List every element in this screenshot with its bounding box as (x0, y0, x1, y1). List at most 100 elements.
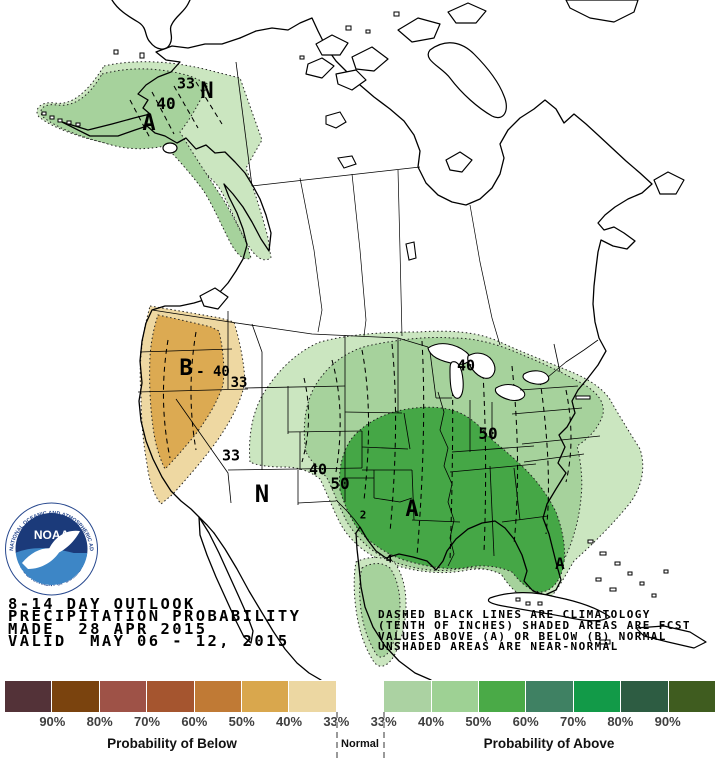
mississippi-river (437, 391, 455, 567)
east-arctic-atlantic-gulf-coast (239, 17, 653, 680)
map-annotation: 40 (308, 460, 328, 479)
jamaica (599, 639, 611, 645)
legend-cell (242, 681, 290, 712)
baffin-island (427, 42, 507, 119)
legend-boundary-label: 60% (512, 714, 539, 729)
noaa-logo: NATIONAL OCEANIC AND ATMOSPHERIC ADMINIS… (4, 501, 98, 596)
coastlines (61, 0, 653, 680)
north-america-map (36, 0, 707, 680)
legend-cell (289, 681, 337, 712)
great-bear-lake (325, 111, 347, 129)
borders (137, 166, 601, 567)
legend-cell (99, 681, 148, 712)
legend-boundary-label: 90% (39, 714, 66, 729)
legend-cell (621, 681, 669, 712)
map-annotation: 40 (456, 356, 476, 375)
map-annotation: A (555, 554, 565, 573)
ellesmere-island (447, 2, 487, 24)
note-line: UNSHADED AREAS ARE NEAR-NORMAL (378, 640, 619, 654)
baja-peninsula (198, 516, 254, 644)
above-caption: Probability of Above (483, 736, 615, 751)
title-line: 8-14 DAY OUTLOOK (8, 595, 196, 613)
normal-left-dash (336, 712, 338, 758)
seagull-icon (22, 530, 80, 569)
legend-cell (336, 681, 385, 712)
map-annotation: B (179, 356, 193, 381)
legend-boundary-label: 60% (181, 714, 208, 729)
us-canada-border (151, 309, 429, 348)
region-alaska-40 (40, 68, 252, 260)
legend-color-bar (5, 681, 716, 712)
map-annotation: A (405, 497, 419, 522)
legend-boundary-label: 40% (275, 714, 303, 729)
lakes (325, 111, 550, 401)
legend-boundary-label: 90% (654, 714, 681, 729)
map-annotation: N (200, 79, 214, 104)
region-mexico-40 (359, 563, 401, 658)
legend-cell (147, 681, 195, 712)
west-coast (61, 37, 272, 534)
note-line: VALUES ABOVE (A) OR BELOW (B) NORMAL (378, 629, 667, 643)
logo-acronym: NOAA (34, 528, 70, 542)
legend-cell (384, 681, 432, 712)
greenland (565, 0, 639, 23)
map-annotation: N (254, 480, 270, 508)
below-caption: Probability of Below (107, 736, 237, 751)
map-annotation: 2 (359, 508, 367, 522)
legend-cell (52, 681, 100, 712)
map-annotation: - 40 (196, 364, 230, 380)
legend-cell (5, 681, 53, 712)
lake-huron (467, 352, 496, 379)
islands (41, 0, 707, 649)
below-normal-regions (139, 305, 246, 505)
map-annotation: 4 (385, 552, 393, 566)
legend-boundary-label: 80% (607, 714, 634, 729)
legend-boundary-label: 70% (559, 714, 587, 729)
lake-erie (494, 383, 526, 401)
title-line: MADE 28 APR 2015 (8, 619, 208, 638)
map-annotation: 33 (230, 375, 248, 391)
legend-boundary-label: 50% (228, 714, 255, 729)
title-block: 8-14 DAY OUTLOOK PRECIPITATION PROBABILIT… (8, 595, 302, 651)
legend-cell (431, 681, 480, 712)
legend-boundary-label: 80% (86, 714, 113, 729)
region-below-40 (149, 314, 225, 470)
great-slave-lake (337, 155, 357, 169)
legend-boundary-label: 50% (465, 714, 492, 729)
legend-cell (573, 681, 622, 712)
map-annotation: 33 (176, 74, 196, 93)
title-line: PRECIPITATION PROBABILITY (8, 607, 302, 626)
lake-michigan (449, 361, 464, 399)
map-annotation: A (142, 111, 156, 136)
southampton-island (445, 151, 473, 173)
kodiak-island (162, 142, 178, 154)
vancouver-island (199, 287, 229, 310)
devon-island (397, 17, 441, 43)
legend-cell (479, 681, 527, 712)
map-annotation: 50 (478, 424, 498, 443)
legend-cell (526, 681, 574, 712)
map-annotation: 50 (330, 474, 350, 493)
russia-coast (111, 0, 191, 50)
note-line: (TENTH OF INCHES) SHADED AREAS ARE FCST (378, 618, 691, 632)
legend-boundary-label: 70% (133, 714, 161, 729)
lake-ontario (522, 370, 550, 385)
notes-block: DASHED BLACK LINES ARE CLIMATOLOGY (TENTH… (378, 608, 691, 654)
title-line: VALID MAY 06 - 12, 2015 (8, 632, 290, 651)
lake-winnipeg (405, 241, 417, 261)
hispaniola (635, 625, 707, 649)
note-line: DASHED BLACK LINES ARE CLIMATOLOGY (378, 608, 651, 621)
above-normal-regions (36, 61, 644, 667)
normal-caption: Normal (341, 738, 379, 750)
alaska-canada-border (235, 61, 253, 187)
long-island (575, 395, 591, 400)
newfoundland (653, 171, 685, 195)
legend-boundary-label: 40% (417, 714, 445, 729)
map-annotation: 40 (156, 94, 176, 113)
map-annotation: 33 (221, 446, 241, 465)
mexico-pacific-coast (213, 532, 322, 680)
legend-cell (668, 681, 716, 712)
normal-right-dash (383, 712, 385, 758)
legend-cell (194, 681, 243, 712)
